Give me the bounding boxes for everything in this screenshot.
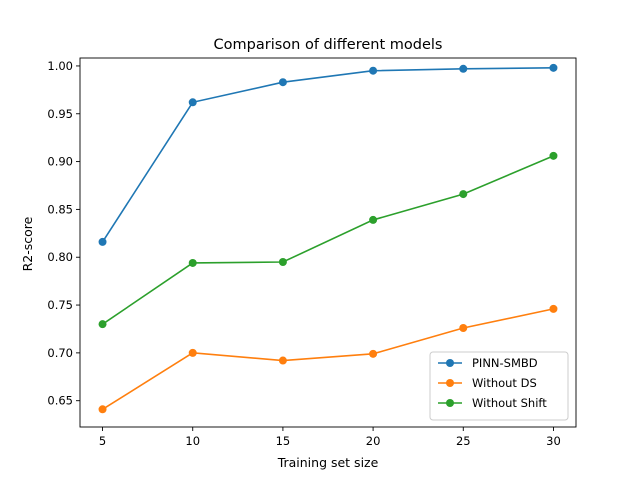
data-point-1-3 <box>369 349 378 358</box>
y-tick-label-3: 0.80 <box>47 250 73 264</box>
data-point-1-5 <box>549 304 558 313</box>
y-tick-label-4: 0.85 <box>47 202 73 216</box>
legend: PINN-SMBD Without DS Without Shift <box>429 351 569 421</box>
y-tick-label-1: 0.70 <box>47 346 73 360</box>
series-line-1 <box>102 308 554 410</box>
data-point-1-2 <box>278 356 287 365</box>
x-tick-label-0: 5 <box>99 434 106 448</box>
data-point-2-0 <box>98 320 107 329</box>
legend-label-1: Without DS <box>472 376 537 390</box>
y-tick-label-2: 0.75 <box>47 298 73 312</box>
plot-area: 5 10 15 20 25 30 0.65 0.70 0.75 0.80 0.85 0.90 0.95 1… <box>47 57 577 448</box>
data-point-0-4 <box>459 64 468 73</box>
data-point-0-0 <box>98 237 107 246</box>
data-point-2-3 <box>369 215 378 224</box>
data-point-0-3 <box>369 66 378 75</box>
data-point-2-1 <box>188 258 197 267</box>
y-axis-label: R2-score <box>20 216 35 271</box>
data-point-0-5 <box>549 63 558 72</box>
x-axis-label: Training set size <box>277 455 379 470</box>
x-tick-label-2: 15 <box>276 434 291 448</box>
data-point-1-0 <box>98 405 107 414</box>
series-line-2 <box>102 155 554 325</box>
legend-marker-0 <box>446 359 454 367</box>
chart-title: Comparison of different models <box>214 37 443 53</box>
y-tick-label-7: 1.00 <box>47 59 73 73</box>
legend-marker-1 <box>446 379 454 387</box>
data-point-1-1 <box>188 348 197 357</box>
legend-marker-2 <box>446 399 454 407</box>
series-line-0 <box>101 67 554 243</box>
axes-frame <box>79 57 577 428</box>
legend-label-2: Without Shift <box>472 396 547 410</box>
x-tick-label-5: 30 <box>546 434 561 448</box>
data-point-1-4 <box>459 324 468 333</box>
data-point-2-2 <box>278 258 287 267</box>
data-point-0-2 <box>278 78 287 87</box>
x-tick-label-1: 10 <box>185 434 200 448</box>
data-point-0-1 <box>188 98 197 107</box>
data-point-2-5 <box>549 151 558 160</box>
x-tick-label-4: 25 <box>456 434 471 448</box>
legend-box <box>429 351 569 421</box>
y-tick-label-5: 0.90 <box>47 155 73 169</box>
x-tick-label-3: 20 <box>366 434 381 448</box>
legend-label-0: PINN-SMBD <box>472 356 538 370</box>
y-tick-label-0: 0.65 <box>47 394 73 408</box>
y-tick-label-6: 0.95 <box>47 107 73 121</box>
data-point-2-4 <box>459 190 468 199</box>
